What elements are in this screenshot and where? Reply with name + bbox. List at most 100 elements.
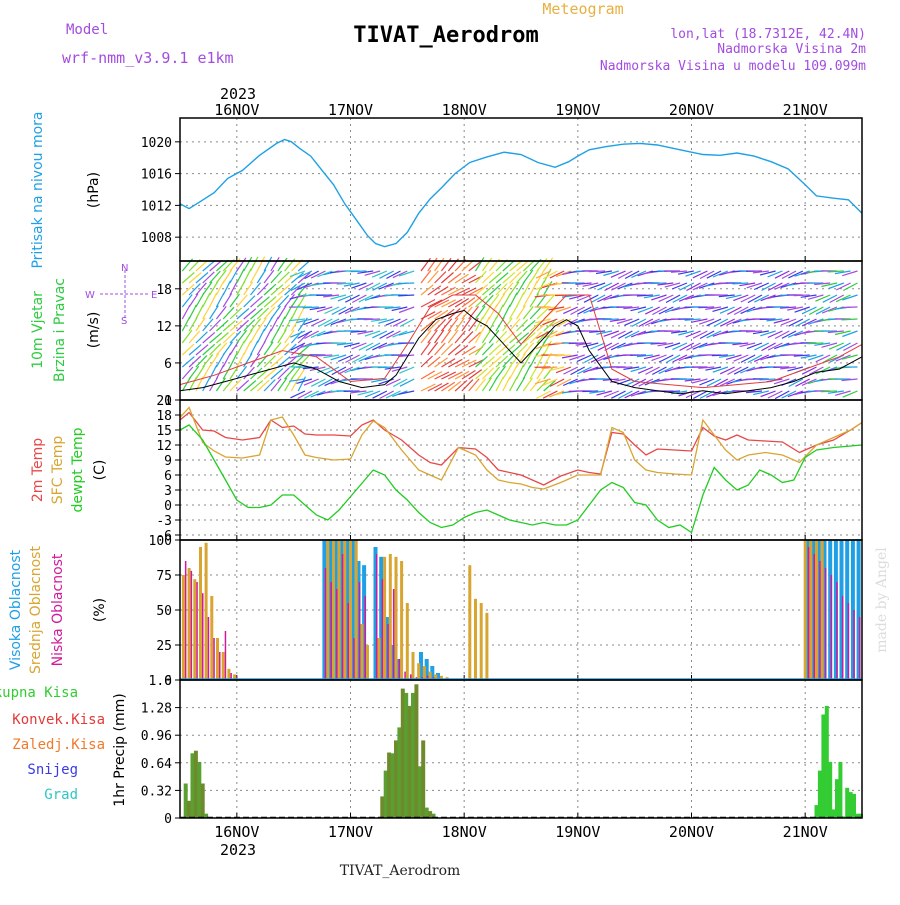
wind-vector-427 [441, 372, 455, 379]
wind-vector-106 [244, 341, 251, 355]
wind-vector-444 [455, 308, 466, 319]
wind-vector-899 [720, 367, 735, 374]
cloud-bar-2-36 [836, 582, 838, 680]
model-elevation: Nadmorska Visina u modelu 109.099m [600, 59, 866, 74]
wind-vector-340 [373, 391, 387, 398]
precip-legend-2: Zaledj.Kisa [12, 737, 105, 753]
wind-vector-514 [496, 356, 508, 367]
wind-vector-309 [359, 283, 374, 290]
cloud-bar-1-18 [377, 638, 380, 680]
wind-vector-83 [230, 331, 241, 343]
wind-vector-186 [291, 377, 299, 391]
wind-vector-15 [189, 305, 196, 319]
wind-vector-45 [210, 271, 221, 283]
wind-vector-156 [278, 285, 290, 295]
wind-vector-125 [257, 308, 268, 319]
wind-vector-127 [257, 329, 264, 343]
ytick-label-precip-2: 0.64 [141, 757, 172, 772]
wind-vector-111 [251, 269, 259, 283]
wind-vector-507 [496, 273, 508, 283]
wind-vector-540 [517, 271, 528, 283]
wind-vector-48 [210, 306, 219, 319]
wind-vector-148 [271, 317, 279, 331]
cloud-bar-1-36 [809, 540, 812, 680]
wind-vector-149 [271, 329, 279, 343]
wind-vector-539 [517, 261, 529, 271]
wind-vector-1095 [843, 343, 857, 351]
wind-vector-426 [441, 359, 455, 367]
cloud-bar-2-7 [225, 631, 227, 680]
wind-vector-142 [264, 380, 275, 392]
cloud-bar-1-14 [349, 540, 352, 680]
compass-south: S [121, 316, 127, 327]
wind-vector-47 [210, 293, 217, 307]
cloud-bar-1-24 [412, 652, 415, 680]
wind-vector-481 [476, 356, 488, 367]
wind-vector-405 [428, 372, 442, 379]
cloud-bar-2-37 [842, 596, 844, 680]
wind-vector-399 [428, 300, 442, 307]
wind-vector-513 [496, 345, 508, 355]
wind-vector-288 [345, 295, 359, 302]
wind-vector-478 [476, 317, 484, 331]
wind-vector-16 [189, 317, 197, 331]
cloud-bar-1-2 [193, 579, 196, 680]
temp-ylabel: (C) [92, 460, 108, 481]
pressure-ylabel: (hPa) [86, 172, 102, 208]
wind-vector-420 [441, 287, 455, 295]
cloud-label-low: Niska Oblacnost [50, 553, 66, 666]
year-label-bottom: 2023 [220, 841, 256, 859]
wind-vector-510 [496, 305, 503, 319]
ytick-label-temperature-3: 3 [164, 484, 172, 499]
day-label-top-1: 17NOV [328, 101, 373, 119]
ytick-label-clouds-3: 75 [156, 569, 172, 584]
wind-vector-947 [754, 283, 769, 290]
cloud-bar-1-20 [389, 554, 392, 680]
wind-vector-847 [693, 271, 708, 278]
temperature-line-1 [180, 408, 862, 490]
precip-legend-4: Grad [44, 787, 78, 803]
wind-vector-412 [435, 319, 446, 331]
ytick-label-temperature-8: 18 [156, 409, 172, 424]
wind-vector-170 [285, 317, 293, 331]
ytick-label-precip-5: 1.6 [149, 674, 172, 689]
wind-vector-528 [510, 261, 522, 271]
wind-vector-19 [189, 356, 201, 367]
ytick-label-pressure-1: 1012 [141, 199, 172, 214]
wind-vector-23 [196, 273, 208, 284]
wind-vector-7 [182, 344, 194, 355]
ytick-label-temperature-7: 15 [156, 424, 172, 439]
wind-vector-492 [482, 357, 494, 367]
pressure-line [180, 140, 862, 247]
wind-vector-58 [216, 293, 224, 307]
precip-bar-7 [380, 796, 384, 818]
model-label: Model [66, 22, 108, 38]
wind-vector-556 [523, 333, 535, 344]
day-label-top-2: 18NOV [442, 101, 487, 119]
day-label-top-5: 21NOV [783, 101, 828, 119]
wind-vector-29 [196, 345, 208, 355]
temperature-line-0 [180, 413, 862, 486]
wind-vector-794 [659, 295, 674, 302]
wind-vector-85 [230, 353, 237, 367]
wind-vector-68 [223, 281, 230, 295]
cloud-bar-2-4 [208, 617, 210, 680]
wind-panel-label-1: 10m Vjetar [30, 291, 46, 369]
wind-vector-678 [584, 355, 598, 363]
wind-vector-490 [482, 330, 491, 343]
wind-vector-878 [707, 379, 721, 386]
wind-vector-40 [203, 344, 215, 355]
wind-vector-314 [359, 343, 373, 350]
wind-vector-341 [380, 271, 394, 278]
cloud-bar-1-23 [406, 603, 409, 680]
wind-vector-726 [618, 271, 632, 278]
wind-vector-563 [530, 281, 537, 295]
cloud-bar-1-7 [222, 652, 225, 680]
cloud-bar-1-38 [821, 540, 824, 680]
wind-vector-952 [754, 343, 768, 350]
wind-vector-33 [203, 261, 215, 271]
precip-legend-3: Snijeg [27, 762, 78, 778]
wind-vector-110 [251, 257, 258, 271]
cloud-bar-1-15 [355, 540, 358, 680]
